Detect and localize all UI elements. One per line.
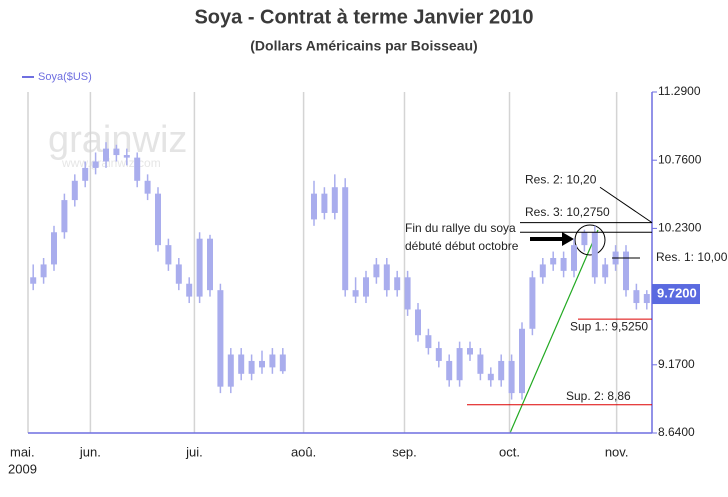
y-tick-label: 10.2300 (658, 221, 702, 235)
candle-body (103, 148, 109, 162)
x-tick-label: nov. (605, 444, 629, 459)
candle-body (487, 373, 494, 381)
annotation: débuté début octobre (405, 239, 519, 253)
candle-body (92, 161, 99, 168)
chart-title: Soya - Contrat à terme Janvier 2010 (194, 6, 533, 28)
candle-body (186, 283, 193, 297)
candle-body (71, 180, 78, 201)
candle-body (269, 354, 276, 368)
candle-body (238, 354, 245, 374)
candle-body (581, 232, 588, 246)
candle-body (113, 148, 120, 156)
candle-body (560, 257, 567, 271)
candle-body (415, 309, 421, 336)
candle-body (352, 290, 359, 297)
candle-body (144, 180, 151, 194)
candle-body (311, 193, 317, 220)
candle-body (623, 251, 629, 291)
candle-body (550, 257, 557, 265)
candle-body (643, 294, 650, 304)
annotation: Fin du rallye du soya (405, 221, 516, 235)
legend-label: Soya($US) (38, 71, 92, 83)
candle-body (155, 193, 161, 246)
candle-body (467, 348, 473, 355)
level-label: Res. 3: 10,2750 (525, 205, 610, 219)
candle-body (425, 335, 432, 349)
candle-body (134, 157, 141, 181)
candle-body (394, 277, 401, 291)
candle-body (82, 167, 89, 181)
candle-body (165, 245, 172, 265)
candle-body (602, 264, 609, 278)
candle-body (363, 277, 369, 297)
watermark-url: www.grainwiz.com (61, 156, 161, 170)
candle-body (51, 232, 57, 265)
x-tick-label: mai. (10, 444, 35, 459)
candle-body (175, 264, 182, 284)
candle-body (571, 245, 577, 271)
candle-body (591, 232, 598, 278)
candle-body (477, 354, 484, 374)
candle-body (30, 277, 37, 284)
level-label: Sup. 2: 8,86 (566, 389, 631, 403)
candle-body (529, 277, 536, 329)
candle-body (196, 238, 203, 297)
candle-body (456, 348, 463, 381)
highlight-circle (574, 224, 606, 256)
candle-body (321, 193, 328, 213)
trend-line (509, 229, 599, 434)
last-price-label: 9.7200 (657, 285, 697, 300)
x-tick-label: aoû. (291, 444, 316, 459)
candle-body (498, 360, 505, 381)
x-tick-label: jun. (79, 444, 101, 459)
candle-body (446, 360, 453, 381)
y-tick-label: 8.6400 (658, 425, 695, 439)
candle-body (61, 200, 68, 233)
candle-body (40, 264, 47, 278)
candle-body (435, 348, 442, 361)
y-tick-label: 9.1700 (658, 357, 695, 371)
arrow-head (562, 232, 574, 246)
candle-body (633, 290, 640, 304)
level-label: Res. 2: 10,20 (525, 172, 597, 186)
connector (599, 186, 653, 224)
y-tick-label: 11.2900 (658, 84, 701, 98)
x-tick-label: oct. (499, 444, 520, 459)
candle-body (123, 155, 130, 158)
candle-body (404, 277, 411, 310)
candle-body (279, 354, 286, 372)
candle-body (259, 360, 265, 368)
level-label: Sup 1.: 9,5250 (570, 319, 648, 333)
candle-body (342, 187, 349, 291)
x-tick-label: jui. (185, 444, 203, 459)
chart-subtitle: (Dollars Américains par Boisseau) (250, 38, 477, 54)
candle-body (227, 354, 234, 387)
candle-body (539, 264, 546, 278)
y-tick-label: 10.7600 (658, 152, 702, 166)
level-label: Res. 1: 10,00 (656, 250, 728, 264)
candle-body (207, 238, 213, 291)
candle-body (519, 328, 525, 394)
candle-body (373, 264, 380, 278)
candle-body (508, 360, 515, 394)
candle-body (383, 264, 390, 291)
candle-body (331, 187, 338, 213)
candle-body (248, 360, 255, 374)
last-price-box (652, 284, 700, 305)
year-label: 2009 (8, 461, 37, 476)
candle-body (217, 290, 224, 387)
x-tick-label: sep. (392, 444, 417, 459)
